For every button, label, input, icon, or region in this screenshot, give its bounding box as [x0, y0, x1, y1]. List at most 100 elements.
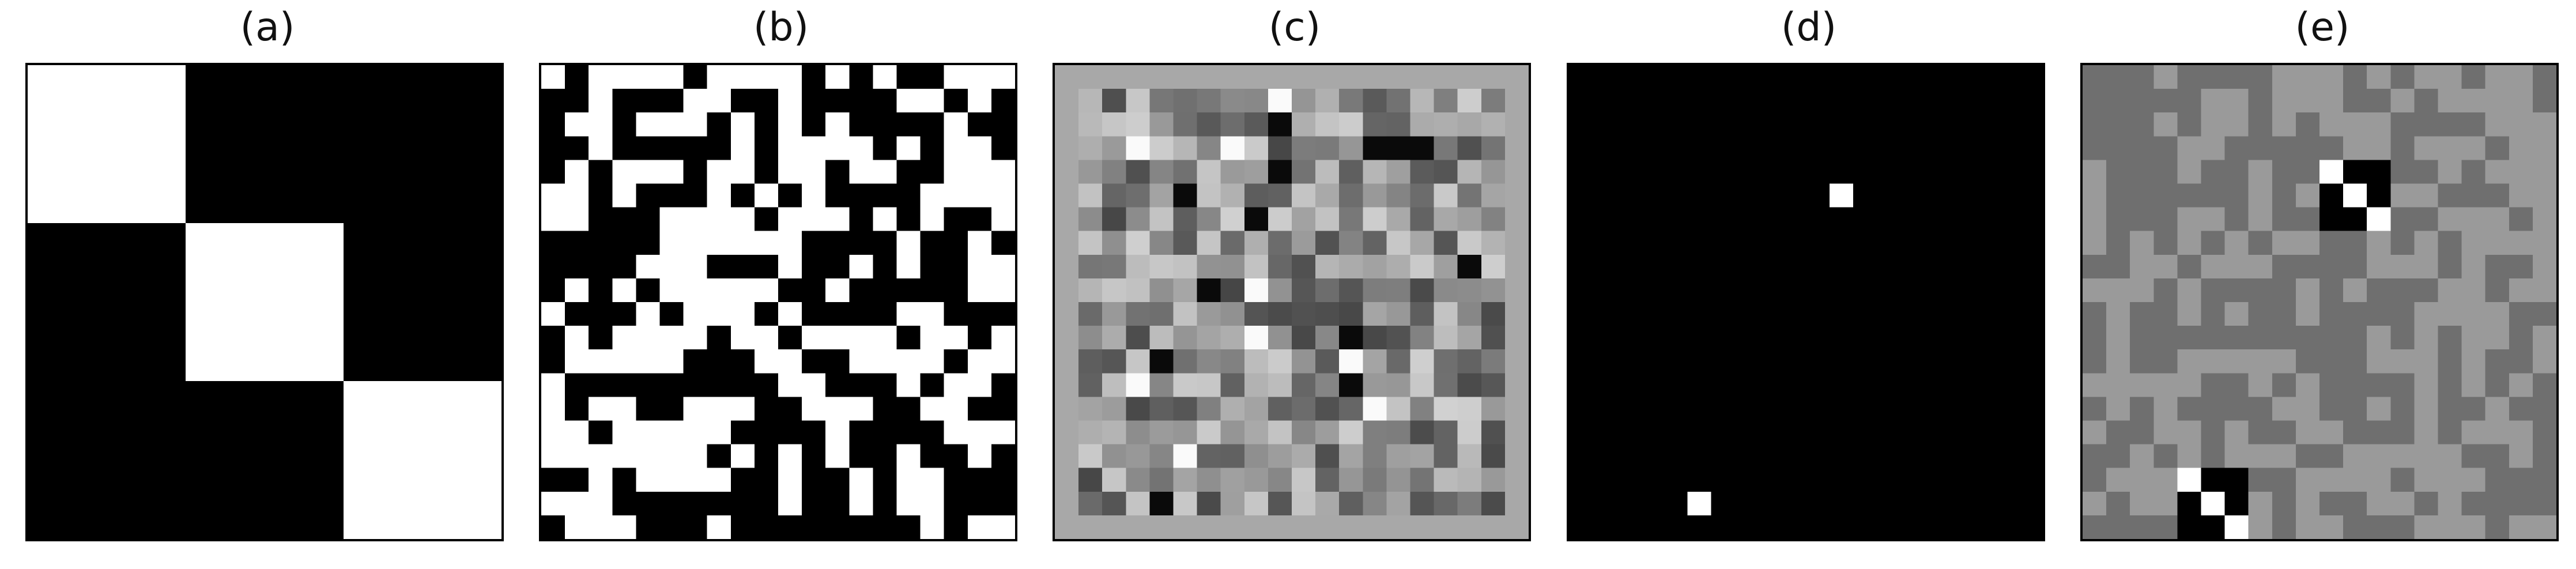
gray-cell — [1149, 326, 1174, 350]
binary-cell — [873, 373, 897, 397]
gray-cell — [1386, 207, 1410, 231]
gray-cell — [1126, 349, 1150, 374]
binary-cell — [873, 112, 897, 137]
gray-cell — [1149, 397, 1174, 421]
binary-cell — [683, 65, 707, 89]
gray-cell — [1220, 278, 1244, 302]
gray-cell — [1315, 278, 1340, 302]
gray-cell — [2130, 515, 2154, 539]
gray-cell — [1149, 444, 1174, 468]
gray-cell — [1339, 160, 1363, 184]
binary-cell — [825, 468, 850, 492]
gray-cell — [2106, 231, 2130, 255]
gray-cell — [2224, 397, 2249, 421]
gray-cell — [2367, 89, 2391, 113]
gray-cell — [2153, 444, 2178, 468]
gray-cell — [1410, 112, 1434, 137]
gray-cell — [2319, 349, 2344, 374]
gray-cell — [1481, 231, 1505, 255]
gray-cell — [2295, 207, 2319, 231]
gray-cell — [1410, 373, 1434, 397]
gray-cell — [1481, 136, 1505, 160]
blob-cell — [2224, 491, 2249, 515]
gray-cell — [1410, 254, 1434, 278]
gray-cell — [2343, 397, 2367, 421]
binary-cell — [944, 444, 968, 468]
binary-cell — [589, 373, 613, 397]
binary-cell — [683, 160, 707, 184]
gray-cell — [2201, 302, 2225, 326]
binary-cell — [896, 183, 921, 208]
binary-cell — [896, 420, 921, 444]
gray-cell — [2461, 183, 2486, 208]
gray-cell — [1481, 160, 1505, 184]
gray-cell — [1363, 468, 1387, 492]
gray-cell — [1386, 326, 1410, 350]
gray-cell — [1386, 397, 1410, 421]
gray-cell — [2272, 160, 2296, 184]
binary-cell — [849, 278, 873, 302]
gray-cell — [2438, 397, 2462, 421]
binary-cell — [707, 373, 731, 397]
binary-cell — [991, 112, 1015, 137]
gray-cell — [2106, 491, 2130, 515]
gray-cell — [1220, 112, 1244, 137]
gray-cell — [1126, 254, 1150, 278]
binary-cell — [730, 468, 755, 492]
gray-cell — [1173, 89, 1197, 113]
gray-cell — [1363, 420, 1387, 444]
gray-cell — [1410, 278, 1434, 302]
binary-cell — [873, 515, 897, 539]
gray-cell — [2083, 254, 2107, 278]
gray-cell — [1363, 207, 1387, 231]
binary-cell — [896, 278, 921, 302]
binary-cell — [825, 491, 850, 515]
gray-cell — [2509, 207, 2533, 231]
binary-cell — [754, 444, 778, 468]
binary-cell — [825, 349, 850, 374]
gray-cell — [1244, 468, 1268, 492]
blob-cell — [2177, 491, 2201, 515]
gray-cell — [1197, 468, 1221, 492]
gray-cell — [1481, 349, 1505, 374]
gray-cell — [2224, 373, 2249, 397]
binary-cell — [944, 491, 968, 515]
gray-cell — [1197, 183, 1221, 208]
gray-cell — [1268, 183, 1292, 208]
block-cell — [28, 223, 186, 381]
gray-cell — [2248, 89, 2272, 113]
gray-cell — [1149, 254, 1174, 278]
binary-cell — [873, 302, 897, 326]
gray-cell — [1457, 278, 1481, 302]
gray-cell — [2509, 326, 2533, 350]
gray-cell — [1126, 89, 1150, 113]
gray-cell — [1197, 420, 1221, 444]
gray-cell — [2272, 468, 2296, 492]
gray-cell — [1457, 89, 1481, 113]
gray-cell — [2248, 326, 2272, 350]
binary-cell — [730, 349, 755, 374]
gray-cell — [1481, 183, 1505, 208]
binary-cell — [589, 207, 613, 231]
binary-cell — [896, 160, 921, 184]
gray-cell — [1173, 254, 1197, 278]
gray-cell — [1078, 491, 1103, 515]
gray-cell — [1173, 231, 1197, 255]
binary-cell — [707, 136, 731, 160]
gray-cell — [1173, 136, 1197, 160]
gray-cell — [2153, 89, 2178, 113]
gray-cell — [1102, 231, 1126, 255]
gray-cell — [2485, 468, 2509, 492]
panel-d-title: (d) — [1781, 5, 1837, 50]
gray-cell — [1292, 207, 1316, 231]
gray-cell — [1315, 231, 1340, 255]
binary-cell — [896, 65, 921, 89]
gray-cell — [1410, 183, 1434, 208]
gray-cell — [1339, 468, 1363, 492]
gray-cell — [2248, 420, 2272, 444]
block-cell — [344, 381, 501, 539]
binary-cell — [944, 515, 968, 539]
gray-cell — [2130, 397, 2154, 421]
gray-cell — [1457, 491, 1481, 515]
gray-cell — [2390, 112, 2415, 137]
